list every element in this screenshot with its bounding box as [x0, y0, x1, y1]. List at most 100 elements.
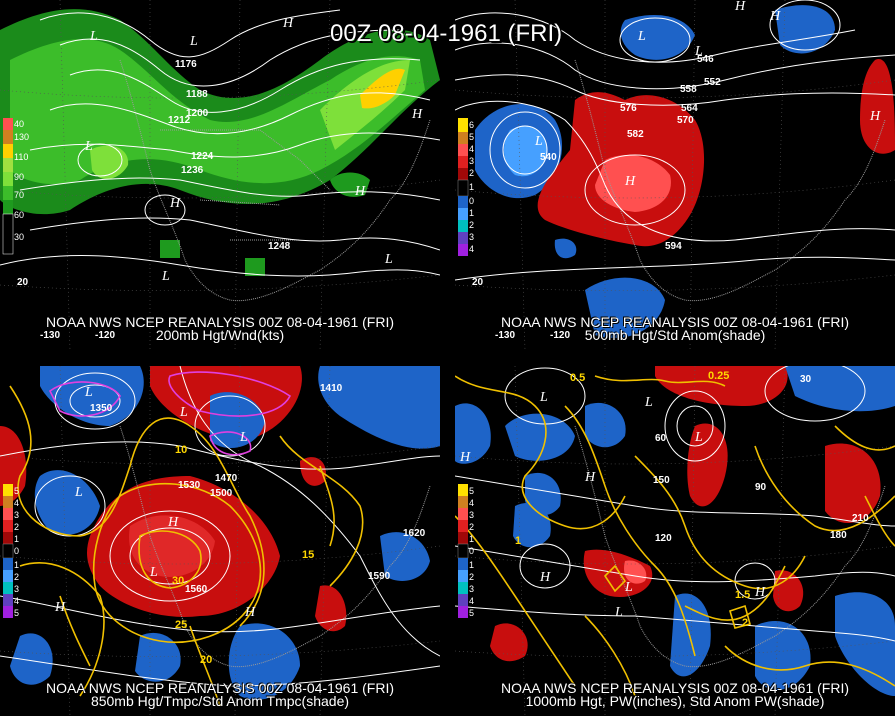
contour-label: 1212 — [168, 115, 191, 126]
contour-label: 120 — [655, 533, 672, 544]
svg-text:1: 1 — [14, 534, 19, 544]
svg-text:H: H — [244, 605, 256, 620]
lat-label: 20 — [472, 277, 484, 288]
svg-text:2: 2 — [14, 522, 19, 532]
panel-caption-line2: 850mb Hgt/Tmpc/Std Anom Tmpc(shade) — [90, 693, 350, 709]
contour-label: 1236 — [181, 165, 204, 176]
contour-label: 546 — [697, 54, 714, 65]
svg-text:H: H — [754, 585, 766, 600]
contour-label: 90 — [755, 482, 767, 493]
svg-text:L: L — [694, 430, 703, 445]
lon-label: -130 — [40, 330, 60, 341]
contour-label: 1500 — [210, 488, 233, 499]
svg-text:1: 1 — [469, 534, 474, 544]
svg-text:3: 3 — [469, 156, 474, 166]
contour-label: 1188 — [186, 89, 208, 100]
svg-text:60: 60 — [14, 210, 24, 220]
contour-label: 30 — [800, 374, 812, 385]
svg-text:L: L — [84, 385, 93, 400]
svg-text:H: H — [769, 9, 781, 24]
contour-label: 1620 — [403, 528, 426, 539]
svg-text:0: 0 — [469, 546, 474, 556]
lon-label: -120 — [550, 330, 570, 341]
panel-caption-line2: 1000mb Hgt, PW(inches), Std Anom PW(shad… — [525, 693, 825, 709]
svg-text:L: L — [637, 29, 646, 44]
svg-text:H: H — [411, 107, 423, 122]
legend-850mb: 5 4 3 2 1 0 1 2 3 4 5 — [2, 484, 19, 618]
contour-label: 1530 — [178, 480, 201, 491]
svg-text:5: 5 — [469, 608, 474, 618]
svg-text:2: 2 — [469, 168, 474, 178]
svg-text:L: L — [644, 395, 653, 410]
svg-text:70: 70 — [14, 190, 24, 200]
svg-text:4: 4 — [469, 596, 474, 606]
map-200mb: 1176 1188 1200 1212 1224 1236 1248 H L L… — [0, 0, 440, 350]
svg-text:L: L — [84, 139, 93, 154]
contour-label: 1560 — [185, 584, 208, 595]
svg-text:L: L — [239, 430, 248, 445]
svg-text:2: 2 — [469, 522, 474, 532]
pressure-centers-500mb: L H L H L H H — [534, 0, 881, 189]
contour-label: 20 — [200, 654, 212, 666]
svg-text:110: 110 — [14, 152, 28, 162]
panel-caption-line2: 200mb Hgt/Wnd(kts) — [155, 327, 285, 343]
svg-text:3: 3 — [14, 584, 19, 594]
legend-200mb: 40 130 110 90 70 60 30 — [2, 118, 29, 255]
contour-label: 576 — [620, 103, 637, 114]
svg-text:0: 0 — [14, 546, 19, 556]
contour-label: 1 — [515, 535, 521, 547]
svg-text:H: H — [282, 16, 294, 31]
svg-text:1: 1 — [14, 560, 19, 570]
contour-label: 1248 — [268, 241, 291, 252]
svg-text:H: H — [539, 570, 551, 585]
svg-text:L: L — [614, 605, 623, 620]
svg-text:H: H — [354, 184, 366, 199]
svg-text:L: L — [624, 580, 633, 595]
contour-label: 150 — [653, 475, 670, 486]
svg-text:0: 0 — [469, 196, 474, 206]
svg-text:130: 130 — [14, 132, 29, 142]
contour-labels-500mb: 540 546 552 558 564 570 576 582 594 — [540, 54, 721, 252]
contour-label: 564 — [681, 103, 698, 114]
contour-label: 582 — [627, 129, 644, 140]
svg-text:1: 1 — [469, 182, 474, 192]
contour-label: 10 — [175, 444, 187, 456]
svg-text:H: H — [167, 515, 179, 530]
svg-text:H: H — [734, 0, 746, 14]
map-850mb: 1350 1410 1470 1500 1530 1560 1590 1620 … — [0, 366, 440, 716]
svg-text:L: L — [149, 565, 158, 580]
legend-1000mb: 5 4 3 2 1 0 1 2 3 4 5 — [457, 484, 474, 618]
svg-text:6: 6 — [469, 120, 474, 130]
svg-text:H: H — [869, 109, 881, 124]
contour-label: 0.25 — [708, 370, 729, 382]
map-500mb: 540 546 552 558 564 570 576 582 594 L H … — [455, 0, 895, 350]
svg-text:5: 5 — [469, 132, 474, 142]
contour-label: 15 — [302, 549, 314, 561]
lon-label: -120 — [95, 330, 115, 341]
contour-label: 540 — [540, 152, 557, 163]
pressure-centers-200mb: H L L L H H H L L — [84, 16, 423, 284]
svg-text:L: L — [694, 44, 703, 59]
contour-label: 1176 — [175, 59, 197, 70]
contour-label: 570 — [677, 115, 694, 126]
svg-text:4: 4 — [469, 498, 474, 508]
svg-text:4: 4 — [14, 498, 19, 508]
contour-label: 1470 — [215, 473, 238, 484]
page-title: 00Z 08-04-1961 (FRI) — [330, 20, 563, 47]
svg-text:30: 30 — [14, 232, 24, 242]
svg-text:L: L — [89, 29, 98, 44]
panel-caption-line1: NOAA NWS NCEP REANALYSIS 00Z 08-04-1961 … — [45, 314, 395, 330]
contour-labels-850mb: 1350 1410 1470 1500 1530 1560 1590 1620 … — [90, 383, 426, 666]
panel-1000mb-pw: 30 60 90 120 150 180 210 0.25 0.5 1 1.5 … — [455, 366, 895, 716]
contour-label: 1200 — [186, 108, 209, 119]
svg-text:40: 40 — [14, 119, 24, 129]
svg-text:4: 4 — [469, 144, 474, 154]
svg-text:H: H — [584, 470, 596, 485]
svg-text:3: 3 — [469, 584, 474, 594]
svg-text:H: H — [624, 174, 636, 189]
contour-label: 210 — [852, 513, 869, 524]
svg-text:H: H — [459, 450, 471, 465]
map-1000mb-pw: 30 60 90 120 150 180 210 0.25 0.5 1 1.5 … — [455, 366, 895, 716]
contour-label: 1224 — [191, 151, 214, 162]
lon-label: -130 — [495, 330, 515, 341]
